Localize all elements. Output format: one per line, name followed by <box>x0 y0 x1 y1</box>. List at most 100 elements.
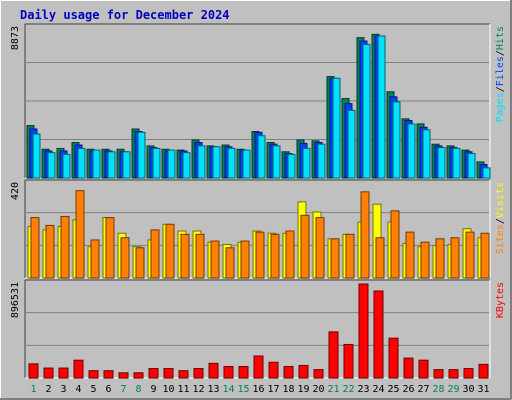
bar-kbytes-kbytes-day-24 <box>373 290 384 379</box>
bar-hits-pages-day-18 <box>287 153 296 179</box>
bar-kbytes-kbytes-day-1 <box>28 363 39 379</box>
bar-kbytes-kbytes-day-14 <box>223 365 234 379</box>
day-label-1: 1 <box>30 384 36 395</box>
bar-visits-sites-day-12 <box>195 233 205 279</box>
bar-visits-sites-day-27 <box>420 241 430 279</box>
panel-visits: 420 Sites/Visits <box>10 179 506 279</box>
legend-entry: / <box>495 50 506 56</box>
bar-hits-pages-day-14 <box>227 147 236 179</box>
bar-hits-pages-day-26 <box>407 123 416 179</box>
bar-visits-sites-day-6 <box>105 217 115 279</box>
bar-kbytes-kbytes-day-22 <box>343 343 354 379</box>
bar-visits-sites-day-22 <box>345 233 355 279</box>
bar-hits-pages-day-30 <box>467 152 476 179</box>
bar-kbytes-kbytes-day-20 <box>313 369 324 379</box>
day-label-29: 29 <box>447 384 459 395</box>
bar-hits-pages-day-21 <box>332 77 341 179</box>
bar-hits-pages-day-8 <box>137 131 146 179</box>
bar-kbytes-kbytes-day-11 <box>178 370 189 379</box>
day-label-8: 8 <box>135 384 141 395</box>
bar-kbytes-kbytes-day-21 <box>328 331 339 379</box>
bar-kbytes-kbytes-day-13 <box>208 362 219 379</box>
bar-hits-pages-day-20 <box>317 143 326 179</box>
day-label-23: 23 <box>357 384 369 395</box>
bar-kbytes-kbytes-day-6 <box>103 370 114 379</box>
panel-visits-legend: Sites/Visits <box>495 182 506 254</box>
chart-title: Daily usage for December 2024 <box>20 8 230 22</box>
bar-visits-sites-day-3 <box>60 215 70 279</box>
day-label-12: 12 <box>192 384 204 395</box>
bar-visits-sites-day-23 <box>360 191 370 279</box>
bar-hits-pages-day-19 <box>302 147 311 179</box>
bar-hits-pages-day-5 <box>92 149 101 179</box>
bar-kbytes-kbytes-day-4 <box>73 359 84 379</box>
bar-visits-sites-day-26 <box>405 231 415 279</box>
bar-kbytes-kbytes-day-5 <box>88 370 99 379</box>
bar-hits-pages-day-7 <box>122 151 131 179</box>
panel-kbytes: 896531 KBytes <box>10 279 506 379</box>
bar-kbytes-kbytes-day-8 <box>133 372 144 379</box>
bar-kbytes-kbytes-day-16 <box>253 355 264 379</box>
bar-kbytes-kbytes-day-26 <box>403 357 414 379</box>
bar-hits-pages-day-9 <box>152 147 161 179</box>
bar-kbytes-kbytes-day-28 <box>433 369 444 379</box>
day-label-9: 9 <box>150 384 156 395</box>
bar-visits-sites-day-14 <box>225 247 235 279</box>
day-label-16: 16 <box>252 384 264 395</box>
bar-visits-sites-day-31 <box>480 232 490 279</box>
bar-visits-sites-day-16 <box>255 231 265 279</box>
bar-visits-sites-day-24 <box>375 237 385 279</box>
day-label-14: 14 <box>222 384 234 395</box>
day-label-11: 11 <box>177 384 189 395</box>
day-label-18: 18 <box>282 384 294 395</box>
panel-kbytes-ymax-label: 896531 <box>10 282 21 318</box>
day-label-10: 10 <box>162 384 174 395</box>
bar-kbytes-kbytes-day-23 <box>358 283 369 379</box>
day-label-31: 31 <box>477 384 489 395</box>
day-label-24: 24 <box>372 384 384 395</box>
legend-entry: Pages <box>495 92 506 122</box>
bar-visits-sites-day-8 <box>135 247 145 279</box>
bar-kbytes-kbytes-day-17 <box>268 361 279 379</box>
bar-hits-pages-day-4 <box>77 147 86 179</box>
bar-visits-sites-day-7 <box>120 237 130 279</box>
day-label-3: 3 <box>60 384 66 395</box>
bar-kbytes-kbytes-day-2 <box>43 367 54 379</box>
bar-hits-pages-day-31 <box>482 167 491 179</box>
day-label-22: 22 <box>342 384 354 395</box>
legend-entry: / <box>495 86 506 92</box>
bar-visits-sites-day-20 <box>315 217 325 279</box>
day-label-27: 27 <box>417 384 429 395</box>
bar-visits-sites-day-30 <box>465 231 475 279</box>
day-label-28: 28 <box>432 384 444 395</box>
bar-hits-pages-day-3 <box>62 153 71 179</box>
bar-hits-pages-day-25 <box>392 101 401 179</box>
bar-kbytes-kbytes-day-9 <box>148 368 159 379</box>
day-label-6: 6 <box>105 384 111 395</box>
bar-kbytes-kbytes-day-27 <box>418 359 429 379</box>
bar-visits-sites-day-1 <box>30 217 40 279</box>
bar-kbytes-kbytes-day-19 <box>298 364 309 379</box>
legend-entry: / <box>495 218 506 224</box>
bar-kbytes-kbytes-day-15 <box>238 365 249 379</box>
bar-visits-sites-day-19 <box>300 214 310 279</box>
bar-hits-pages-day-6 <box>107 151 116 179</box>
bar-hits-pages-day-23 <box>362 43 371 179</box>
bar-kbytes-kbytes-day-31 <box>478 363 489 379</box>
day-label-2: 2 <box>45 384 51 395</box>
day-label-25: 25 <box>387 384 399 395</box>
bar-visits-sites-day-11 <box>180 233 190 279</box>
chart-panels: 8873Pages/Files/Hits420Sites/Visits89653… <box>10 23 506 379</box>
bar-hits-pages-day-16 <box>257 135 266 179</box>
day-label-21: 21 <box>327 384 339 395</box>
day-label-7: 7 <box>120 384 126 395</box>
day-label-4: 4 <box>75 384 81 395</box>
day-label-30: 30 <box>462 384 474 395</box>
bar-kbytes-kbytes-day-30 <box>463 368 474 379</box>
day-label-5: 5 <box>90 384 96 395</box>
legend-entry: Files <box>495 56 506 86</box>
bar-visits-sites-day-17 <box>270 233 280 279</box>
bar-kbytes-kbytes-day-29 <box>448 369 459 379</box>
